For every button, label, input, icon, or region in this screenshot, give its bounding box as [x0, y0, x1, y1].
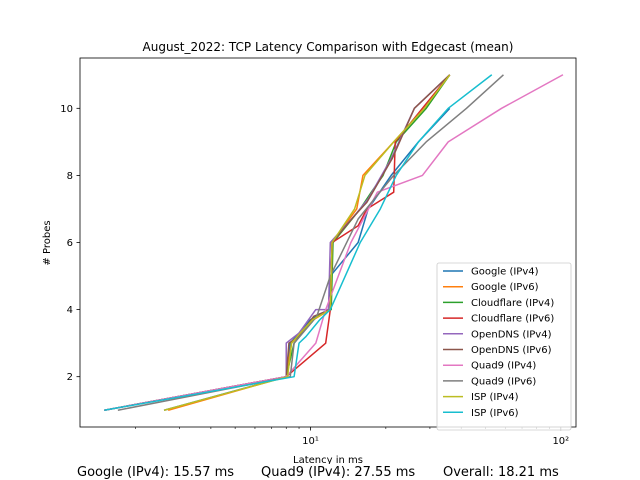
legend: Google (IPv4) Google (IPv6) Cloudflare (IP…	[436, 262, 572, 431]
series-line-8	[163, 74, 451, 411]
y-axis-label: # Probes	[42, 220, 53, 265]
x-tick-label-1: 10²	[552, 436, 569, 447]
summary-google-ipv4: Google (IPv4): 15.57 ms	[77, 465, 235, 480]
legend-box	[436, 262, 572, 431]
y-tick-label-3: 8	[67, 171, 73, 182]
chart-title: August_2022: TCP Latency Comparison with…	[143, 40, 514, 54]
series-line-6	[104, 74, 564, 411]
legend-label-9: ISP (IPv6)	[471, 408, 519, 419]
series-lines	[104, 74, 564, 411]
legend-label-4: OpenDNS (IPv4)	[471, 329, 552, 340]
series-line-2	[104, 74, 451, 411]
legend-label-3: Cloudflare (IPv6)	[471, 314, 554, 325]
series-line-7	[117, 74, 504, 411]
x-axis-label: Latency in ms	[293, 455, 363, 464]
y-axis-ticks: 2 4 6 8 10	[60, 104, 80, 383]
series-line-0	[163, 107, 451, 411]
legend-label-2: Cloudflare (IPv4)	[471, 298, 554, 309]
y-tick-label-1: 4	[67, 305, 73, 316]
legend-label-6: Quad9 (IPv4)	[471, 361, 536, 372]
series-line-5	[104, 74, 451, 411]
series-line-3	[104, 74, 451, 411]
legend-label-0: Google (IPv4)	[471, 267, 539, 278]
series-line-9	[104, 74, 493, 411]
x-tick-label-0: 10¹	[302, 436, 319, 447]
legend-label-7: Quad9 (IPv6)	[471, 376, 536, 387]
summary-overall: Overall: 18.21 ms	[443, 465, 559, 480]
y-tick-label-4: 10	[60, 104, 73, 115]
chart: August_2022: TCP Latency Comparison with…	[42, 40, 577, 464]
legend-label-1: Google (IPv6)	[471, 282, 539, 293]
legend-label-5: OpenDNS (IPv6)	[471, 345, 552, 356]
summary-quad9-ipv4: Quad9 (IPv4): 27.55 ms	[261, 465, 416, 480]
y-tick-label-2: 6	[67, 238, 73, 249]
y-tick-label-0: 2	[67, 372, 73, 383]
legend-label-8: ISP (IPv4)	[471, 392, 519, 403]
summary-footer: Google (IPv4): 15.57 ms Quad9 (IPv4): 27…	[0, 464, 640, 480]
series-line-4	[104, 74, 451, 411]
